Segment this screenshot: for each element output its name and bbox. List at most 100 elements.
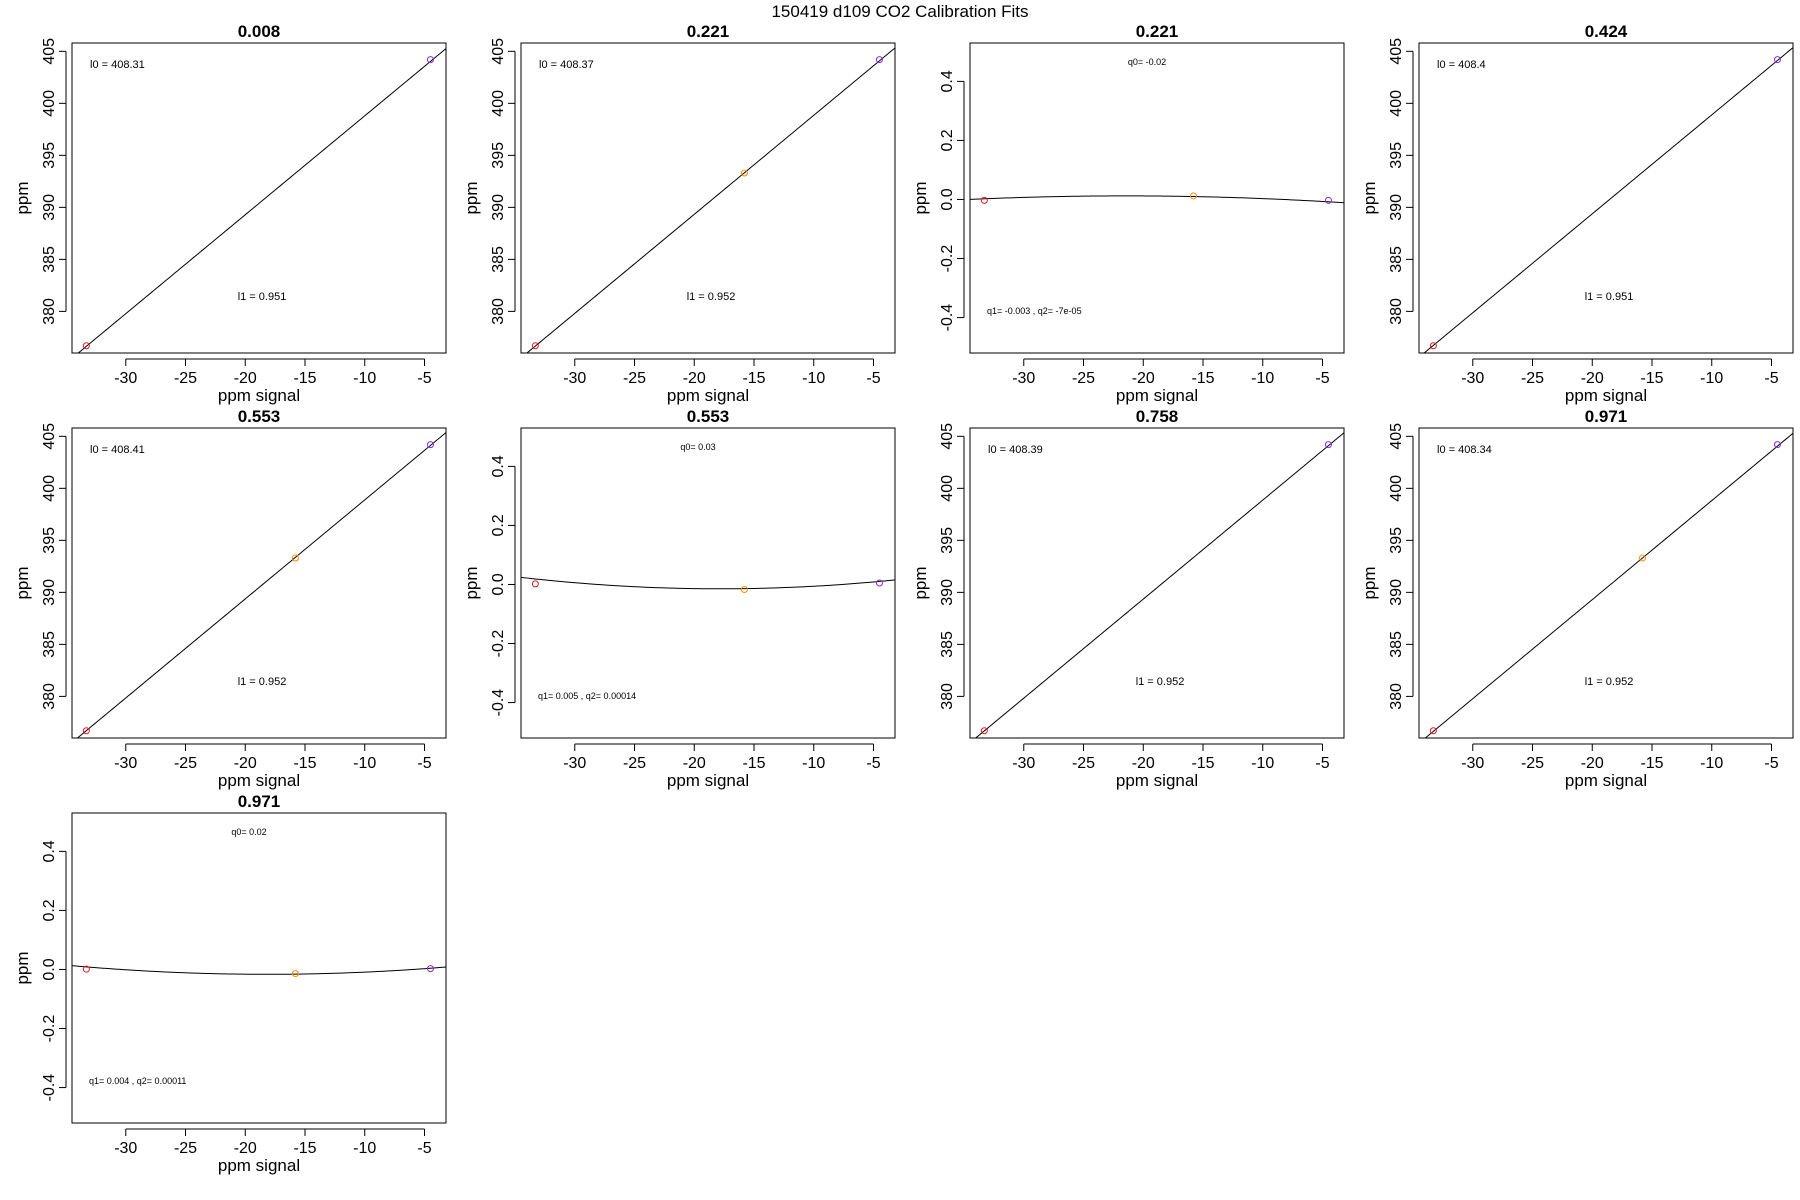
fit-line: [1423, 47, 1793, 353]
x-tick-label: -10: [1251, 370, 1274, 387]
y-axis-label: ppm: [462, 566, 481, 599]
y-tick-label: 380: [1388, 683, 1405, 710]
y-tick-label: 405: [490, 38, 507, 65]
plot-frame: [1418, 42, 1794, 354]
panel: 0.553 -30 -25 -20 -15 -10 -5 ppm signal 380 385 39…: [13, 407, 447, 790]
y-axis-label: ppm: [1360, 566, 1379, 599]
data-point: [82, 727, 90, 735]
y-axis-label: ppm: [462, 181, 481, 214]
y-tick-label: 400: [41, 475, 58, 502]
x-tick-label: -30: [1461, 370, 1484, 387]
data-point: [980, 727, 988, 735]
x-tick-label: -5: [417, 370, 431, 387]
y-tick-label: -0.4: [939, 304, 956, 332]
x-tick-label: -30: [1012, 370, 1035, 387]
data-point: [740, 169, 748, 177]
data-point: [1429, 342, 1437, 350]
x-tick-label: -5: [866, 755, 880, 772]
fit-line: [76, 432, 446, 738]
panel-title: 0.971: [238, 792, 281, 811]
x-tick-label: -10: [353, 1140, 376, 1157]
y-tick-label: 405: [41, 423, 58, 450]
x-tick-label: -10: [802, 370, 825, 387]
y-tick-label: 390: [1388, 579, 1405, 606]
y-tick-label: 395: [41, 142, 58, 169]
x-axis-label: ppm signal: [1116, 386, 1198, 405]
x-tick-label: -5: [1315, 370, 1329, 387]
y-tick-label: -0.2: [41, 1015, 58, 1043]
y-tick-label: -0.4: [490, 689, 507, 717]
y-tick-label: 385: [939, 631, 956, 658]
x-tick-label: -15: [293, 755, 316, 772]
panel: 0.758 -30 -25 -20 -15 -10 -5 ppm signal 380 385 39…: [911, 407, 1345, 790]
x-tick-label: -25: [174, 755, 197, 772]
panel-title: 0.424: [1585, 22, 1628, 41]
annotation-slope: l1 = 0.952: [1585, 676, 1634, 688]
y-tick-label: 380: [1388, 298, 1405, 325]
x-tick-label: -25: [1072, 755, 1095, 772]
annotation-q1-q2: q1= 0.004 , q2= 0.00011: [89, 1076, 186, 1086]
y-tick-label: 400: [1388, 475, 1405, 502]
annotation-slope: l1 = 0.951: [238, 291, 287, 303]
x-tick-label: -20: [1581, 370, 1604, 387]
x-tick-label: -5: [1764, 370, 1778, 387]
y-tick-label: 0.2: [939, 129, 956, 151]
x-tick-label: -20: [234, 1140, 257, 1157]
y-tick-label: -0.2: [490, 630, 507, 658]
x-tick-label: -20: [683, 755, 706, 772]
y-axis-label: ppm: [13, 951, 32, 984]
x-tick-label: -15: [1640, 755, 1663, 772]
y-tick-label: 380: [41, 298, 58, 325]
x-tick-label: -15: [1191, 755, 1214, 772]
annotation-q0: q0= -0.02: [1128, 57, 1166, 67]
x-tick-label: -5: [417, 755, 431, 772]
x-tick-label: -15: [1640, 370, 1663, 387]
y-tick-label: 380: [41, 683, 58, 710]
x-tick-label: -25: [1521, 755, 1544, 772]
x-tick-label: -20: [234, 370, 257, 387]
x-tick-label: -15: [293, 1140, 316, 1157]
x-axis-label: ppm signal: [218, 771, 300, 790]
x-tick-label: -15: [1191, 370, 1214, 387]
y-tick-label: 0.0: [41, 958, 58, 980]
panel-title: 0.553: [687, 407, 730, 426]
x-axis-label: ppm signal: [667, 771, 749, 790]
x-tick-label: -25: [623, 755, 646, 772]
panel-title: 0.221: [1136, 22, 1179, 41]
annotation-q1-q2: q1= -0.003 , q2= -7e-05: [987, 306, 1082, 316]
fit-line: [77, 48, 446, 353]
fit-line: [521, 576, 895, 590]
x-axis-label: ppm signal: [1565, 771, 1647, 790]
annotation-slope: l1 = 0.952: [1136, 676, 1185, 688]
x-tick-label: -10: [353, 370, 376, 387]
annotation-q0: q0= 0.02: [231, 827, 266, 837]
y-tick-label: 385: [41, 246, 58, 273]
x-tick-label: -30: [563, 755, 586, 772]
y-axis-label: ppm: [13, 181, 32, 214]
panel-title: 0.553: [238, 407, 281, 426]
x-tick-label: -5: [417, 1140, 431, 1157]
y-tick-label: 0.4: [939, 70, 956, 92]
figure-title: 150419 d109 CO2 Calibration Fits: [771, 2, 1029, 21]
y-tick-label: 390: [490, 194, 507, 221]
data-point: [82, 965, 90, 973]
plot-frame: [969, 42, 1345, 354]
y-tick-label: 395: [1388, 527, 1405, 554]
y-tick-label: -0.4: [41, 1074, 58, 1102]
x-axis-label: ppm signal: [667, 386, 749, 405]
y-tick-label: 400: [939, 475, 956, 502]
plot-frame: [71, 812, 447, 1124]
y-axis-label: ppm: [911, 566, 930, 599]
y-tick-label: 400: [1388, 90, 1405, 117]
y-axis-label: ppm: [911, 181, 930, 214]
x-tick-label: -5: [1315, 755, 1329, 772]
x-axis-label: ppm signal: [218, 386, 300, 405]
y-tick-label: 405: [41, 38, 58, 65]
x-tick-label: -25: [1521, 370, 1544, 387]
annotation-intercept: l0 = 408.4: [1437, 59, 1486, 71]
x-tick-label: -10: [802, 755, 825, 772]
data-point: [531, 342, 539, 350]
y-tick-label: 395: [490, 142, 507, 169]
annotation-slope: l1 = 0.952: [238, 676, 287, 688]
x-tick-label: -10: [353, 755, 376, 772]
